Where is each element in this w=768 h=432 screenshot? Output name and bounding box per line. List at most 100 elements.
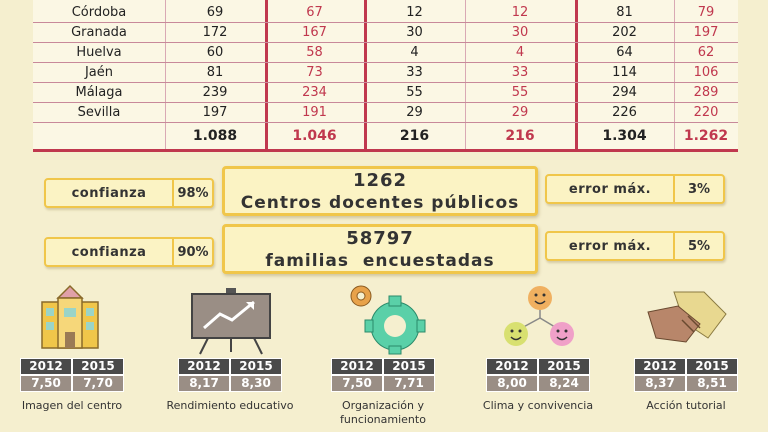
centros-text: Centros docentes públicos bbox=[240, 193, 520, 213]
province-name: Málaga bbox=[75, 85, 123, 100]
total-cell: 216 bbox=[505, 128, 535, 144]
error-label: error máx. bbox=[568, 238, 652, 254]
table-cell: 62 bbox=[697, 45, 715, 60]
value-2012: 8,37 bbox=[634, 375, 686, 392]
table-cell: 167 bbox=[302, 25, 327, 40]
error-value: 5% bbox=[673, 233, 723, 259]
value-2012: 7,50 bbox=[331, 375, 383, 392]
table-cell: 191 bbox=[302, 105, 327, 120]
col-divider bbox=[265, 0, 268, 149]
value-2012: 8,00 bbox=[486, 375, 538, 392]
table-cell: 106 bbox=[693, 65, 719, 80]
table-cell: 202 bbox=[612, 25, 637, 40]
value-2012: 8,17 bbox=[178, 375, 230, 392]
table-cell: 55 bbox=[406, 85, 423, 100]
year-2012: 2012 bbox=[486, 358, 538, 375]
indicator-caption: Rendimiento educativo bbox=[166, 399, 294, 412]
data-table: Córdoba 69 67 12 12 81 79 Granada 172 167 30 30 202 1… bbox=[33, 0, 738, 152]
table-cell: 55 bbox=[511, 85, 529, 100]
handshake-icon bbox=[647, 291, 727, 343]
province-name: Córdoba bbox=[71, 5, 127, 20]
error-label: error máx. bbox=[568, 181, 652, 197]
col-divider bbox=[364, 0, 367, 149]
indicator-caption: Organización y funcionamiento bbox=[340, 399, 426, 426]
year-2015: 2015 bbox=[538, 358, 590, 375]
value-2015: 7,70 bbox=[72, 375, 124, 392]
smileys-icon bbox=[504, 286, 574, 346]
table-row: Huelva 60 58 4 4 64 62 bbox=[33, 43, 738, 63]
year-values: 2012 2015 7,50 7,71 bbox=[331, 358, 435, 392]
table-cell: 12 bbox=[511, 5, 529, 20]
year-2015: 2015 bbox=[383, 358, 435, 375]
table-cell: 81 bbox=[616, 5, 633, 20]
familias-text: familias encuestadas bbox=[265, 251, 495, 271]
table-cell: 226 bbox=[612, 105, 637, 120]
year-values: 2012 2015 8,37 8,51 bbox=[634, 358, 738, 392]
province-name: Granada bbox=[71, 25, 127, 40]
year-values: 2012 2015 8,17 8,30 bbox=[178, 358, 282, 392]
confianza-familias: confianza 90% bbox=[44, 237, 214, 267]
error-familias: error máx. 5% bbox=[545, 231, 725, 261]
value-2015: 8,24 bbox=[538, 375, 590, 392]
table-cell: 30 bbox=[511, 25, 529, 40]
province-name: Jaén bbox=[84, 65, 114, 80]
table-cell: 69 bbox=[206, 5, 224, 20]
table-cell: 234 bbox=[302, 85, 327, 100]
year-2015: 2015 bbox=[686, 358, 738, 375]
error-centros: error máx. 3% bbox=[545, 174, 725, 204]
table-row: Málaga 239 234 55 55 294 289 bbox=[33, 83, 738, 103]
year-2012: 2012 bbox=[20, 358, 72, 375]
school-icon bbox=[41, 284, 99, 349]
table-cell: 239 bbox=[202, 85, 228, 100]
table-cell: 4 bbox=[515, 45, 525, 60]
confianza-value: 98% bbox=[172, 180, 212, 206]
confianza-value: 90% bbox=[172, 239, 212, 265]
indicator-caption: Imagen del centro bbox=[21, 399, 123, 412]
table-cell: 289 bbox=[693, 85, 719, 100]
col-divider bbox=[674, 0, 675, 149]
total-cell: 1.304 bbox=[602, 128, 647, 144]
table-cell: 114 bbox=[612, 65, 637, 80]
table-cell: 29 bbox=[511, 105, 529, 120]
total-cell: 1.262 bbox=[683, 128, 729, 144]
familias-number: 58797 bbox=[346, 228, 414, 249]
table-cell: 197 bbox=[693, 25, 719, 40]
total-cell: 1.088 bbox=[192, 128, 238, 144]
table-cell: 294 bbox=[612, 85, 637, 100]
table-row: Jaén 81 73 33 33 114 106 bbox=[33, 63, 738, 83]
table-row: Córdoba 69 67 12 12 81 79 bbox=[33, 3, 738, 23]
table-cell: 12 bbox=[406, 5, 423, 20]
table-cell: 29 bbox=[406, 105, 423, 120]
province-name: Sevilla bbox=[77, 105, 121, 120]
table-row: Granada 172 167 30 30 202 197 bbox=[33, 23, 738, 43]
table-cell: 67 bbox=[306, 5, 323, 20]
table-cell: 30 bbox=[406, 25, 423, 40]
indicator-caption: Acción tutorial bbox=[646, 399, 726, 412]
table-cell: 4 bbox=[410, 45, 419, 60]
value-2015: 7,71 bbox=[383, 375, 435, 392]
table-cell: 33 bbox=[511, 65, 529, 80]
table-row: Sevilla 197 191 29 29 226 220 bbox=[33, 103, 738, 123]
indicator-caption: Clima y convivencia bbox=[482, 399, 594, 412]
year-2012: 2012 bbox=[178, 358, 230, 375]
year-values: 2012 2015 7,50 7,70 bbox=[20, 358, 124, 392]
table-cell: 172 bbox=[202, 25, 228, 40]
table-cell: 73 bbox=[306, 65, 323, 80]
value-2015: 8,30 bbox=[230, 375, 282, 392]
year-2015: 2015 bbox=[72, 358, 124, 375]
table-cell: 33 bbox=[406, 65, 423, 80]
error-value: 3% bbox=[673, 176, 723, 202]
value-2015: 8,51 bbox=[686, 375, 738, 392]
confianza-centros: confianza 98% bbox=[44, 178, 214, 208]
table-cell: 58 bbox=[306, 45, 323, 60]
year-2012: 2012 bbox=[331, 358, 383, 375]
table-cell: 64 bbox=[616, 45, 633, 60]
confianza-label: confianza bbox=[71, 185, 147, 201]
totals-row: 1.088 1.046 216 216 1.304 1.262 bbox=[33, 124, 738, 149]
centros-number: 1262 bbox=[352, 170, 408, 191]
value-2012: 7,50 bbox=[20, 375, 72, 392]
familias-box: 58797 familias encuestadas bbox=[222, 224, 538, 274]
table-cell: 79 bbox=[697, 5, 715, 20]
table-cell: 60 bbox=[206, 45, 224, 60]
table-cell: 197 bbox=[202, 105, 228, 120]
